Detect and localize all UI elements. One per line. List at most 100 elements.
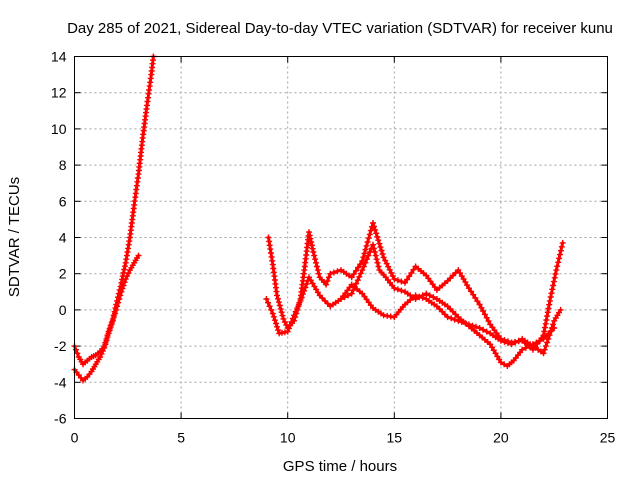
data-point [385, 263, 392, 270]
data-point [480, 326, 487, 333]
data-point [101, 344, 108, 351]
data-point [117, 292, 124, 299]
data-point [348, 290, 355, 297]
data-point [120, 282, 127, 289]
data-point [554, 263, 561, 270]
data-point [116, 296, 123, 302]
data-point [362, 259, 369, 266]
x-tick-label: 5 [177, 430, 185, 446]
y-tick-label: 12 [51, 85, 67, 101]
data-point [362, 246, 369, 253]
series-arc-mid-3 [338, 241, 558, 369]
data-point [412, 296, 419, 302]
data-point [112, 310, 118, 317]
data-point [398, 287, 405, 294]
data-point [274, 323, 280, 330]
data-point [353, 280, 360, 287]
data-point [448, 315, 455, 322]
data-point [311, 252, 318, 259]
data-point [472, 295, 479, 301]
data-point [519, 346, 526, 353]
data-point [291, 312, 298, 319]
data-point [408, 270, 415, 276]
chart-title: Day 285 of 2021, Sidereal Day-to-day VTE… [67, 20, 613, 37]
data-point [278, 309, 285, 316]
y-tick-label: -6 [54, 411, 67, 427]
data-point [275, 327, 282, 334]
data-point [388, 269, 395, 276]
data-point [302, 284, 309, 291]
grid-lines [74, 56, 608, 419]
y-tick-label: 6 [59, 193, 67, 209]
data-point [483, 314, 490, 321]
data-point [394, 286, 401, 293]
data-point [529, 341, 536, 348]
data-point [279, 312, 286, 319]
data-point [372, 252, 379, 259]
data-point [512, 339, 519, 346]
data-point [357, 261, 364, 268]
data-point [382, 257, 389, 264]
data-point [444, 314, 451, 321]
data-point [551, 274, 558, 281]
data-point [357, 270, 364, 277]
data-point [355, 264, 362, 271]
data-point [275, 299, 282, 306]
data-point [451, 316, 458, 323]
data-point [359, 258, 366, 264]
data-point [266, 303, 273, 310]
data-point [370, 245, 377, 252]
data-point [297, 297, 304, 304]
data-point [552, 270, 559, 277]
data-point [549, 286, 556, 293]
data-point [303, 281, 310, 287]
data-point [391, 276, 398, 283]
data-point [363, 242, 370, 249]
data-point [299, 291, 306, 298]
series-arc-early-2 [71, 252, 142, 384]
data-point [389, 273, 396, 279]
data-point [287, 322, 294, 329]
data-point [470, 291, 477, 298]
data-point [277, 305, 284, 312]
data-point [478, 304, 485, 311]
data-point [334, 268, 341, 275]
x-tick-label: 0 [71, 430, 79, 446]
data-point [286, 325, 292, 332]
data-point [547, 294, 554, 300]
data-point [372, 226, 379, 233]
data-point [356, 273, 363, 280]
data-point [107, 324, 114, 331]
data-point [284, 328, 291, 335]
data-point [522, 344, 529, 351]
data-point [558, 243, 565, 250]
data-point [462, 279, 469, 286]
data-point [378, 247, 385, 254]
data-point [375, 263, 382, 270]
data-point [557, 306, 564, 313]
data-point [366, 231, 373, 238]
data-point [402, 279, 408, 286]
data-point [497, 359, 504, 366]
data-point [515, 337, 522, 344]
data-point [360, 254, 367, 261]
data-point [307, 277, 314, 284]
data-point [473, 323, 479, 330]
x-tick-label: 15 [387, 430, 403, 446]
data-point [468, 288, 475, 295]
data-point [108, 320, 115, 327]
data-point [391, 285, 398, 292]
data-point [348, 274, 355, 281]
data-point [350, 287, 357, 294]
data-point [295, 301, 302, 308]
data-point [105, 330, 112, 337]
data-point [310, 249, 317, 255]
y-tick-label: 4 [59, 230, 67, 246]
data-point [361, 250, 368, 257]
data-point [288, 318, 295, 325]
data-point [324, 277, 331, 284]
data-point [370, 241, 376, 248]
data-point [114, 303, 121, 310]
x-axis-title: GPS time / hours [283, 458, 397, 475]
